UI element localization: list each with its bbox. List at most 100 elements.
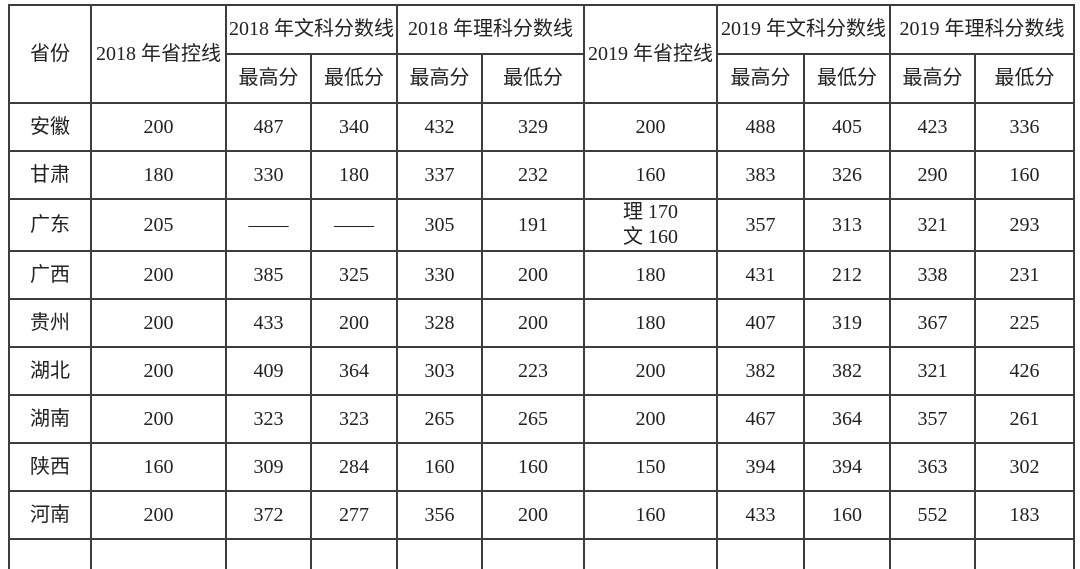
score-cell: 200 [90,490,227,540]
score-cell: 200 [90,250,227,300]
table-body: 安徽 200 487 340 432 329 200 488 405 423 336 甘肃 180 330… [8,102,1075,569]
score-cell: 200 [583,102,718,152]
score-cell: 423 [889,102,976,152]
table-row: 陕西 160 309 284 160 160 150 394 394 363 302 [8,442,1075,492]
province-cell: 甘肃 [8,150,92,200]
score-cell: 150 [583,442,718,492]
table-header: 省份 2018 年省控线 2018 年文科分数线 2018 年理科分数线 201… [8,4,1075,104]
empty-cell [716,538,805,569]
score-cell: 394 [803,442,891,492]
score-cell: 382 [716,346,805,396]
empty-cell [583,538,718,569]
score-cell: 180 [583,250,718,300]
score-cell: 433 [716,490,805,540]
score-cell: 385 [225,250,312,300]
score-cell: 328 [396,298,483,348]
score-cell: 329 [481,102,585,152]
score-cell: 160 [974,150,1075,200]
score-cell: 323 [225,394,312,444]
score-cell: 200 [583,346,718,396]
score-cell: 409 [225,346,312,396]
score-cell: 426 [974,346,1075,396]
score-cell: 319 [803,298,891,348]
cutoff-row [8,538,1075,569]
score-cell: 200 [583,394,718,444]
empty-cell [225,538,312,569]
score-cell: 225 [974,298,1075,348]
score-cell: 383 [716,150,805,200]
score-cell: 160 [583,490,718,540]
score-cell: 309 [225,442,312,492]
score-cell: 200 [310,298,398,348]
province-cell: 广东 [8,198,92,252]
score-cell: 183 [974,490,1075,540]
subheader-max-score: 最高分 [889,53,976,104]
province-cell: 陕西 [8,442,92,492]
score-cell: 321 [889,346,976,396]
score-line-table: 省份 2018 年省控线 2018 年文科分数线 2018 年理科分数线 201… [8,4,1075,569]
score-cell: 200 [481,298,585,348]
score-cell: 200 [90,394,227,444]
score-cell: 363 [889,442,976,492]
col-header-arts-2018: 2018 年文科分数线 [225,4,398,55]
score-cell: 200 [90,346,227,396]
table-row: 河南 200 372 277 356 200 160 433 160 552 183 [8,490,1075,540]
score-cell: 290 [889,150,976,200]
score-cell: 191 [481,198,585,252]
subheader-max-score: 最高分 [716,53,805,104]
score-cell: 357 [716,198,805,252]
score-cell: 364 [803,394,891,444]
score-cell: 284 [310,442,398,492]
score-cell: 330 [225,150,312,200]
empty-cell [481,538,585,569]
subheader-min-score: 最低分 [481,53,585,104]
score-cell: 336 [974,102,1075,152]
col-header-arts-2019: 2019 年文科分数线 [716,4,891,55]
score-cell: 265 [481,394,585,444]
score-cell: 231 [974,250,1075,300]
score-cell: 405 [803,102,891,152]
score-cell: 200 [90,102,227,152]
score-cell: 160 [481,442,585,492]
score-cell: 180 [90,150,227,200]
table-row: 贵州 200 433 200 328 200 180 407 319 367 225 [8,298,1075,348]
score-cell: 293 [974,198,1075,252]
score-cell: 160 [90,442,227,492]
score-cell: 394 [716,442,805,492]
table-row: 甘肃 180 330 180 337 232 160 383 326 290 160 [8,150,1075,200]
score-cell: 340 [310,102,398,152]
score-cell: 200 [90,298,227,348]
score-cell: 467 [716,394,805,444]
score-cell: 433 [225,298,312,348]
table-row: 湖南 200 323 323 265 265 200 467 364 357 261 [8,394,1075,444]
score-cell: 160 [396,442,483,492]
subheader-min-score: 最低分 [803,53,891,104]
score-cell: —— [225,198,312,252]
score-cell: 160 [583,150,718,200]
score-cell: —— [310,198,398,252]
subheader-max-score: 最高分 [396,53,483,104]
province-cell: 湖南 [8,394,92,444]
empty-cell [803,538,891,569]
table-row: 广东 205 —— —— 305 191 理 170 文 160 357 313 321 293 [8,198,1075,252]
score-cell: 326 [803,150,891,200]
score-cell: 200 [481,490,585,540]
empty-cell [90,538,227,569]
score-cell: 321 [889,198,976,252]
province-cell: 贵州 [8,298,92,348]
province-cell: 湖北 [8,346,92,396]
col-header-control-line-2018: 2018 年省控线 [90,4,227,104]
score-cell: 160 [803,490,891,540]
score-cell: 357 [889,394,976,444]
header-row-groups: 省份 2018 年省控线 2018 年文科分数线 2018 年理科分数线 201… [8,4,1075,104]
col-header-province: 省份 [8,4,92,104]
table-row: 安徽 200 487 340 432 329 200 488 405 423 336 [8,102,1075,152]
score-cell: 325 [310,250,398,300]
subheader-max-score: 最高分 [225,53,312,104]
score-cell: 364 [310,346,398,396]
subheader-min-score: 最低分 [310,53,398,104]
score-cell: 337 [396,150,483,200]
score-cell: 372 [225,490,312,540]
empty-cell [889,538,976,569]
score-cell: 277 [310,490,398,540]
